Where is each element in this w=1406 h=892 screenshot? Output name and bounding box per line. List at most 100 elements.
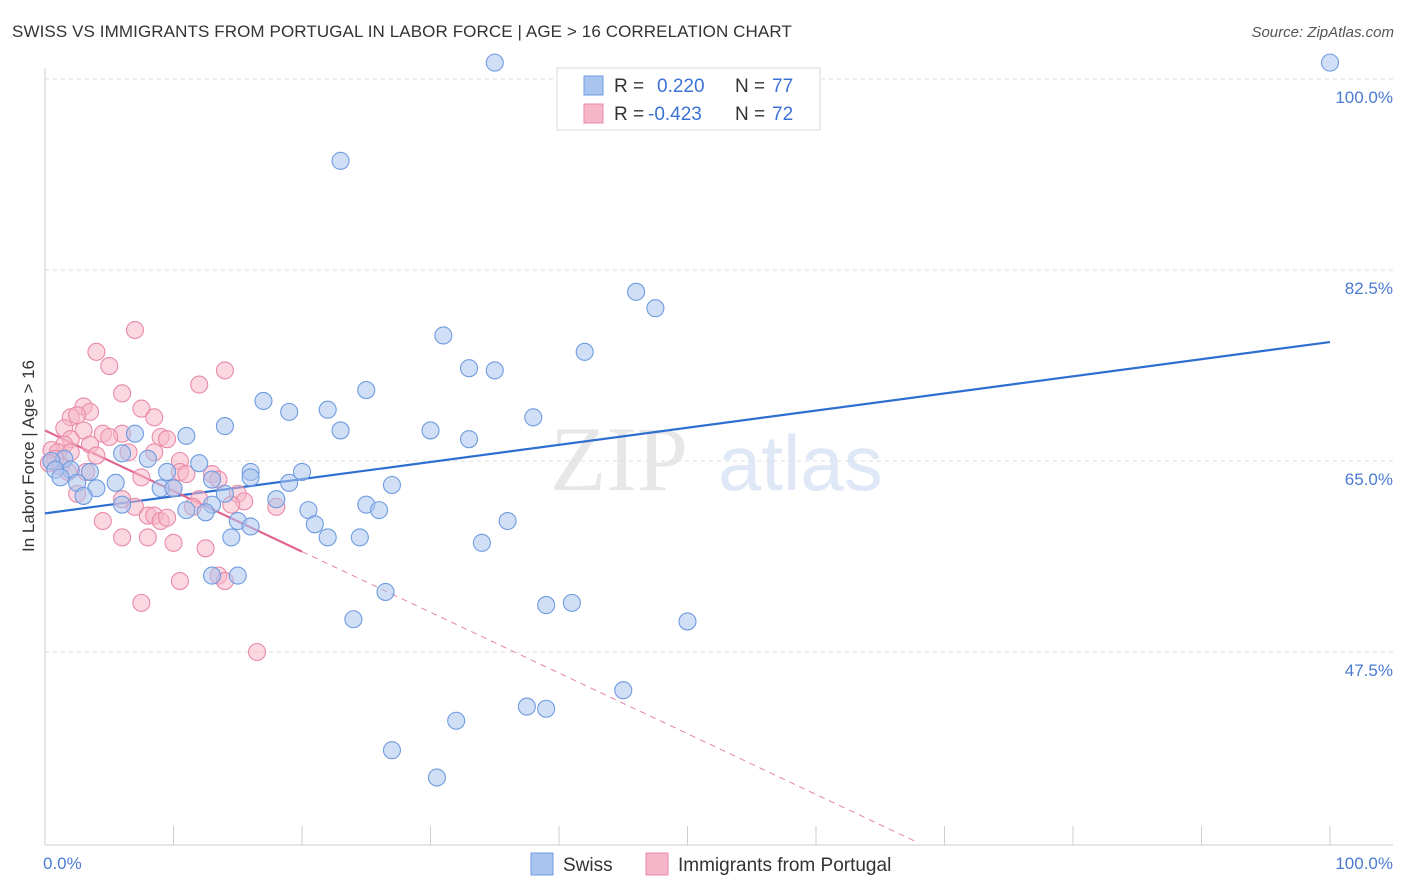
swiss-point [125,424,144,443]
x-tick-label-min: 0.0% [43,854,82,873]
portugal-point [247,642,267,662]
portugal-point [68,406,87,425]
swiss-point [190,454,209,473]
portugal-trend-line-extension [301,551,920,844]
swiss-point [74,486,93,505]
portugal-point [132,468,151,487]
portugal-point [177,465,196,484]
swiss-point [537,596,556,615]
legend-n-value-portugal: 72 [772,104,793,125]
swiss-point [344,610,363,629]
swiss-point [1320,53,1340,72]
bottom-legend-swatch-portugal [645,852,669,876]
swiss-point [241,517,260,536]
legend-r-value-swiss: 0.220 [657,76,705,97]
swiss-point [280,402,299,421]
swiss-point [203,470,222,489]
swiss-point [485,53,504,72]
swiss-point [196,503,215,522]
portugal-point [87,342,106,361]
swiss-point [678,612,697,631]
portugal-point [215,361,234,380]
bottom-legend-label-portugal: Immigrants from Portugal [678,855,891,876]
swiss-point [357,381,376,400]
swiss-point [215,484,234,503]
portugal-point [100,356,119,376]
legend-swatch-portugal [583,103,604,124]
swiss-point [382,475,402,495]
y-tick-label: 65.0% [1345,470,1393,489]
swiss-point [485,361,504,380]
swiss-point [228,566,247,585]
swiss-point [215,417,234,436]
swiss-point [614,681,633,700]
swiss-point [517,697,536,716]
swiss-point [459,430,479,449]
swiss-point [350,528,369,547]
swiss-point [177,426,196,445]
y-tick-labels: 100.0% 82.5% 65.0% 47.5% [1335,88,1393,680]
swiss-point [382,741,402,760]
swiss-point [280,473,299,492]
portugal-point [138,528,157,547]
chart-title: SWISS VS IMMIGRANTS FROM PORTUGAL IN LAB… [12,22,792,41]
portugal-point [158,508,177,527]
y-tick-label: 82.5% [1345,279,1393,298]
swiss-point [138,449,157,468]
stats-legend: R = 0.220 N = 77 R = -0.423 N = 72 [556,67,821,131]
legend-r-value-portugal: -0.423 [648,104,702,125]
watermark-zip: ZIP [550,408,688,510]
portugal-point [113,528,132,547]
legend-n-label-portugal: N = [735,104,765,125]
swiss-point [370,501,389,520]
swiss-point [267,490,286,509]
swiss-point [318,528,337,547]
portugal-point [145,408,164,427]
swiss-point [562,593,581,612]
swiss-point [51,468,70,487]
legend-r-label-swiss: R = [614,76,644,97]
portugal-point [196,539,215,558]
swiss-point [472,533,491,552]
swiss-point [427,768,446,787]
y-tick-label: 47.5% [1345,661,1393,680]
swiss-point [80,462,100,481]
chart-source: Source: ZipAtlas.com [1251,24,1394,41]
swiss-point [498,511,517,531]
swiss-point [203,566,222,585]
portugal-point [164,533,183,552]
swiss-point [331,421,350,440]
legend-r-label-portugal: R = [614,104,644,125]
swiss-point [305,515,324,534]
x-ticks [44,826,1331,845]
swiss-point [459,359,479,378]
swiss-point [164,479,183,498]
portugal-point [125,320,144,340]
bottom-legend-label-swiss: Swiss [563,855,613,876]
swiss-point [222,528,241,547]
portugal-point [93,511,112,531]
swiss-point [158,462,177,481]
swiss-point [331,151,350,170]
portugal-point [132,399,151,418]
portugal-point [87,446,106,465]
swiss-point [376,582,395,602]
watermark: ZIP atlas [550,408,883,510]
portugal-point [132,593,151,612]
portugal-point [113,384,132,403]
swiss-point [575,342,594,361]
gridlines [45,78,1393,653]
portugal-point [170,572,189,591]
swiss-point [241,468,260,487]
swiss-point [254,391,273,411]
legend-n-value-swiss: 77 [772,76,793,97]
portugal-point [190,375,209,394]
swiss-point [447,711,466,730]
swiss-point [537,699,556,718]
swiss-trend-line [44,340,1331,515]
portugal-point [158,430,177,449]
swiss-point [113,444,132,463]
watermark-atlas: atlas [718,419,883,507]
series-legend: Swiss Immigrants from Portugal [530,852,891,876]
swiss-point [646,299,665,318]
